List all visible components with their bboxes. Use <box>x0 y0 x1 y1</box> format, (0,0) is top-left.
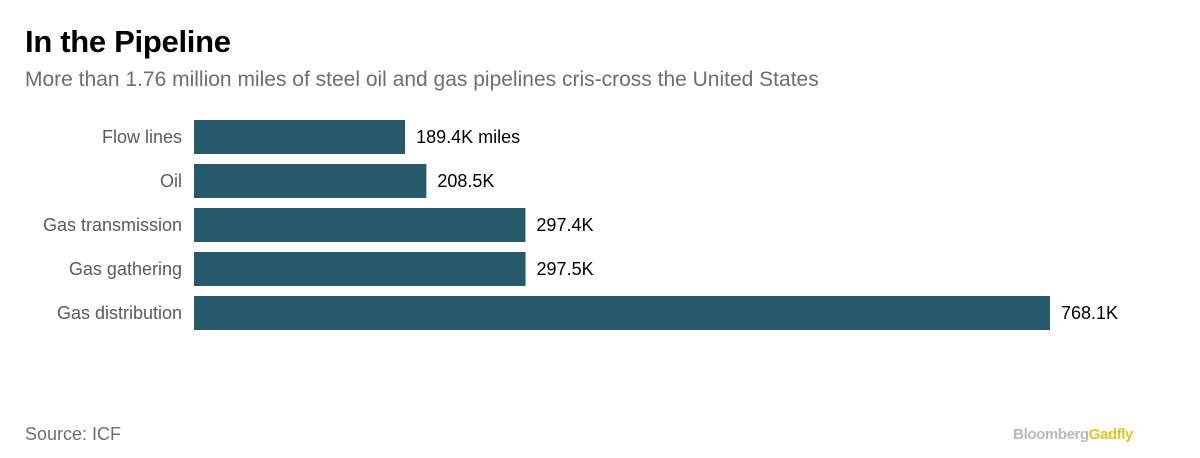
bar <box>194 252 526 286</box>
brand-logo: BloombergGadfly <box>1013 425 1133 445</box>
brand-logo-gadfly: Gadfly <box>1088 426 1134 443</box>
category-label: Oil <box>160 171 182 191</box>
bar-chart: Flow lines 189.4K miles Oil 208.5K Gas trans… <box>43 120 1118 330</box>
bar <box>194 120 406 154</box>
value-label: 297.5K <box>537 259 594 279</box>
category-label: Gas distribution <box>57 303 182 323</box>
value-label: 297.4K <box>536 215 593 235</box>
category-label: Gas transmission <box>43 215 182 235</box>
brand-logo-bloomberg: Bloomberg <box>1013 426 1089 443</box>
bar <box>194 164 427 198</box>
value-label: 189.4K miles <box>416 127 520 147</box>
value-label: 768.1K <box>1061 303 1118 323</box>
category-label: Gas gathering <box>69 259 182 279</box>
chart-title: In the Pipeline <box>25 24 231 59</box>
value-label: 208.5K <box>437 171 494 191</box>
chart-subtitle: More than 1.76 million miles of steel oi… <box>25 68 819 91</box>
bar <box>194 208 526 242</box>
bar <box>194 296 1050 330</box>
source-note: Source: ICF <box>25 424 122 444</box>
category-label: Flow lines <box>102 127 182 147</box>
